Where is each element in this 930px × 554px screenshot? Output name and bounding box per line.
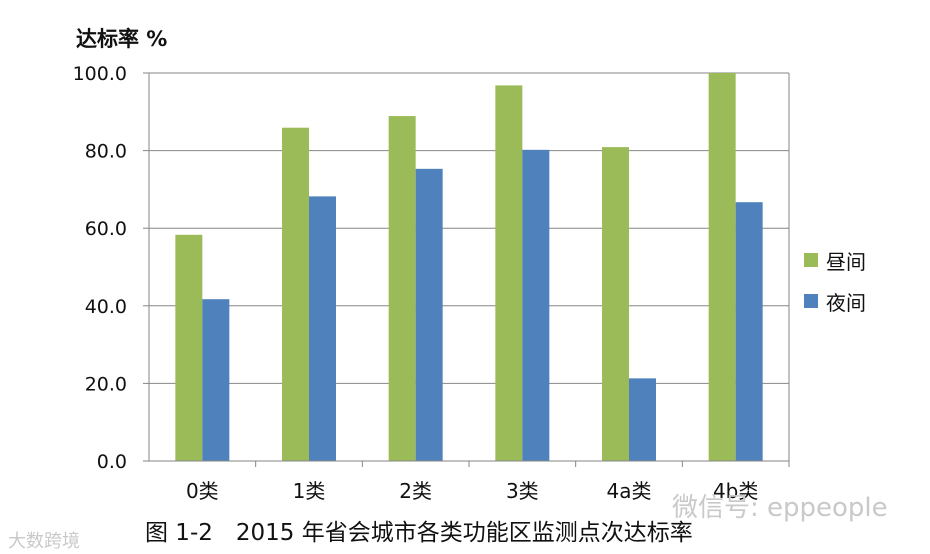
x-tick-label: 0类: [186, 479, 219, 503]
x-tick-label: 3类: [506, 479, 539, 503]
y-tick-label: 80.0: [85, 141, 127, 163]
x-tick-label: 1类: [293, 479, 326, 503]
x-tick-labels: 0类 1类 2类 3类 4a类 4b类: [186, 479, 758, 503]
bar-night-1: [309, 196, 336, 461]
legend-label-night: 夜间: [826, 290, 866, 315]
y-tick-label: 40.0: [85, 296, 127, 318]
legend: 昼间 夜间: [804, 246, 866, 328]
bar-night-2: [415, 168, 443, 461]
y-tick-label: 0.0: [97, 451, 127, 473]
bar-day-2: [388, 116, 416, 462]
y-tick-label: 60.0: [85, 218, 127, 240]
bar-night-5: [735, 202, 763, 462]
bars: [175, 73, 763, 462]
watermark-logo-text: 大数跨境: [8, 531, 80, 552]
bar-day-3: [495, 85, 523, 461]
bar-day-0: [175, 234, 203, 461]
y-tick-label: 20.0: [85, 373, 127, 395]
bar-night-4: [629, 378, 656, 461]
bar-night-3: [522, 149, 550, 461]
legend-swatch-night: [804, 294, 818, 308]
bar-night-0: [202, 299, 230, 461]
y-axis-title: 达标率 %: [76, 27, 168, 51]
bar-day-4: [602, 147, 629, 461]
axes: [143, 72, 790, 467]
figure-caption: 图 1-2 2015 年省会城市各类功能区监测点次达标率: [145, 520, 693, 546]
y-tick-labels: 0.0 20.0 40.0 60.0 80.0 100.0: [73, 63, 127, 473]
y-tick-label: 100.0: [73, 63, 127, 85]
legend-item-day: 昼间: [804, 246, 866, 274]
legend-label-day: 昼间: [826, 249, 866, 274]
x-tick-label: 4a类: [607, 479, 652, 503]
gridlines: [149, 72, 789, 462]
legend-item-night: 夜间: [804, 287, 866, 315]
bar-day-5: [708, 73, 736, 461]
bar-day-1: [282, 127, 309, 461]
watermark: 微信号: eppeople: [672, 493, 888, 523]
x-tick-label: 4b类: [713, 479, 758, 503]
legend-swatch-day: [804, 253, 818, 267]
x-tick-label: 2类: [399, 479, 432, 503]
